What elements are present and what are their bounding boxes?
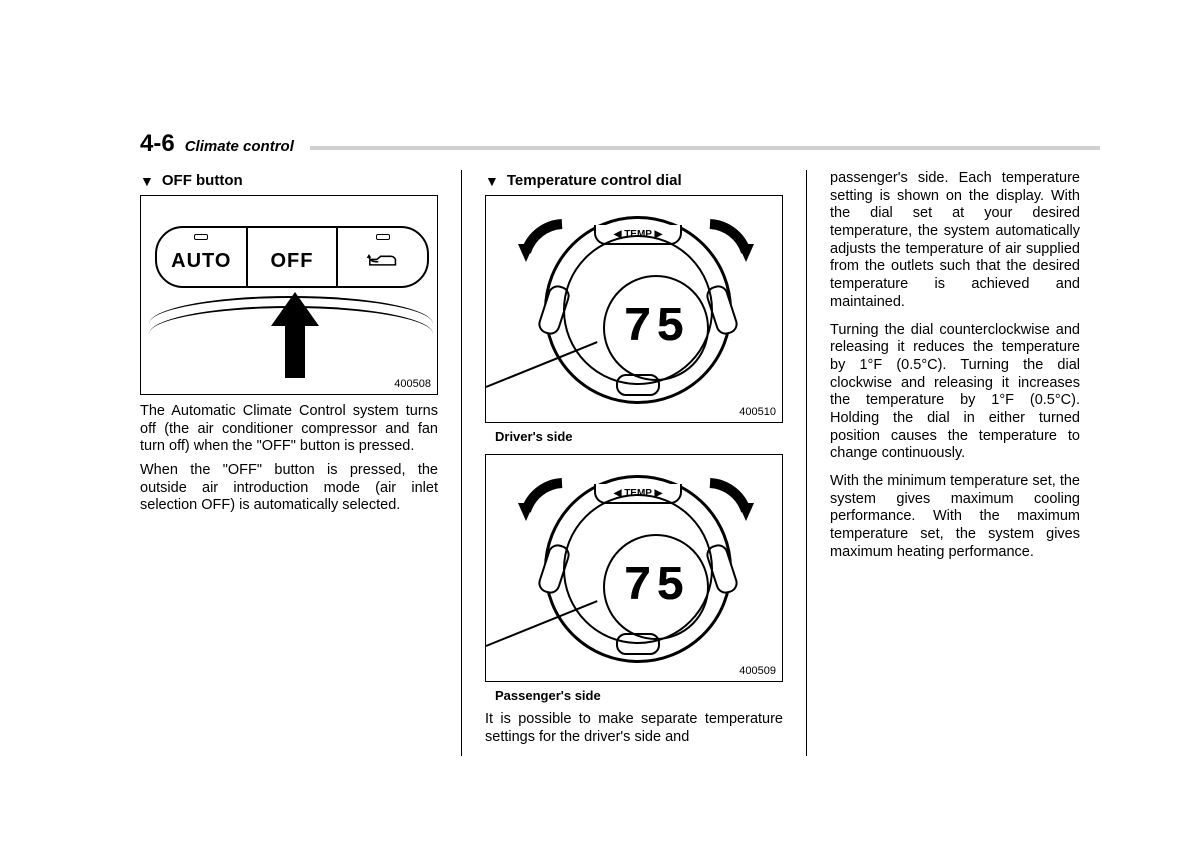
figure-number: 400510	[739, 406, 776, 418]
paragraph: With the minimum temperature set, the sy…	[830, 473, 1080, 561]
figure-caption: Driver's side	[495, 429, 783, 444]
button-bar: AUTO OFF	[155, 226, 429, 288]
figure-caption: Passenger's side	[495, 688, 783, 703]
triangle-bullet-icon: ▼	[140, 173, 154, 189]
paragraph: passenger's side. Each temperature setti…	[830, 170, 1080, 312]
paragraph: It is possible to make separate temperat…	[485, 711, 783, 746]
content-columns: ▼ OFF button AUTO OFF	[140, 170, 1080, 756]
button-off-label: OFF	[271, 250, 314, 273]
figure-dial-driver: ◀ TEMP ▶ 75 400510	[485, 195, 783, 423]
figure-number: 400508	[394, 378, 431, 390]
column-separator	[806, 170, 807, 756]
subheading-off-button: ▼ OFF button	[140, 172, 438, 189]
section-title: Climate control	[185, 138, 294, 155]
column-2: ▼ Temperature control dial ◀ TEMP ▶	[485, 170, 783, 756]
page-number: 4-6	[140, 130, 175, 158]
paragraph: When the "OFF" button is pressed, the ou…	[140, 462, 438, 515]
figure-dial-passenger: ◀ TEMP ▶ 75 400509	[485, 454, 783, 682]
button-auto: AUTO	[157, 228, 248, 286]
dial-mid-ring: 75	[563, 235, 713, 385]
button-off: OFF	[248, 228, 339, 286]
figure-off-button: AUTO OFF	[140, 195, 438, 395]
button-recirculation	[338, 228, 427, 286]
led-indicator-icon	[194, 234, 208, 240]
subheading-label: Temperature control dial	[507, 172, 682, 189]
dial-display: 75	[603, 275, 709, 381]
dial-temperature-value: 75	[623, 560, 689, 614]
header-rule	[310, 146, 1100, 150]
dial-outer-ring: ◀ TEMP ▶ 75	[544, 216, 732, 404]
recirculation-car-icon	[366, 254, 400, 268]
page-header: 4-6 Climate control	[140, 130, 1100, 158]
column-separator	[461, 170, 462, 756]
dial-mid-ring: 75	[563, 494, 713, 644]
subheading-label: OFF button	[162, 172, 243, 189]
paragraph: The Automatic Climate Control system tur…	[140, 403, 438, 456]
column-3: passenger's side. Each temperature setti…	[830, 170, 1080, 756]
subheading-temp-dial: ▼ Temperature control dial	[485, 172, 783, 189]
triangle-bullet-icon: ▼	[485, 173, 499, 189]
dial-display: 75	[603, 534, 709, 640]
button-auto-label: AUTO	[171, 250, 231, 273]
dial-outer-ring: ◀ TEMP ▶ 75	[544, 475, 732, 663]
figure-number: 400509	[739, 665, 776, 677]
up-arrow-icon	[271, 292, 319, 378]
paragraph: Turning the dial counterclockwise and re…	[830, 322, 1080, 464]
column-1: ▼ OFF button AUTO OFF	[140, 170, 438, 756]
led-indicator-icon	[376, 234, 390, 240]
dial-temperature-value: 75	[623, 301, 689, 355]
manual-page: 4-6 Climate control ▼ OFF button AUTO OF…	[0, 0, 1200, 863]
